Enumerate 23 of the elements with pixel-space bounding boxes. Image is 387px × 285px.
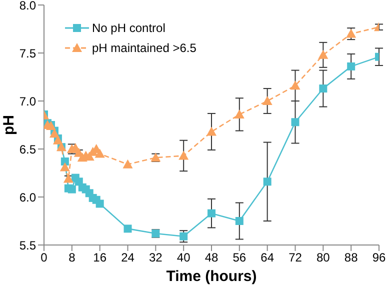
y-tick-label: 7.5 — [19, 46, 36, 60]
y-tick-label: 8.0 — [19, 0, 36, 12]
x-tick-label: 80 — [316, 250, 330, 265]
x-axis-title: Time (hours) — [166, 268, 257, 285]
x-tick-label: 96 — [372, 250, 386, 265]
x-tick-label: 72 — [288, 250, 302, 265]
x-tick-label: 40 — [176, 250, 191, 265]
y-tick-label: 6.5 — [19, 142, 36, 156]
legend-label: pH maintained >6.5 — [92, 41, 196, 55]
x-tick-label: 48 — [204, 250, 218, 265]
y-tick-label: 7.0 — [19, 94, 36, 108]
x-tick-label: 56 — [232, 250, 246, 265]
legend-label: No pH control — [92, 21, 166, 35]
y-tick-label: 6.0 — [19, 190, 36, 204]
x-tick-label: 64 — [260, 250, 274, 265]
x-tick-label: 88 — [344, 250, 358, 265]
x-tick-label: 16 — [93, 250, 107, 265]
y-axis-title: pH — [0, 115, 18, 135]
x-tick-label: 0 — [40, 250, 48, 265]
y-tick-label: 5.5 — [19, 238, 36, 252]
x-tick-label: 24 — [121, 250, 135, 265]
x-tick-label: 32 — [148, 250, 163, 265]
x-tick-label: 8 — [68, 250, 76, 265]
